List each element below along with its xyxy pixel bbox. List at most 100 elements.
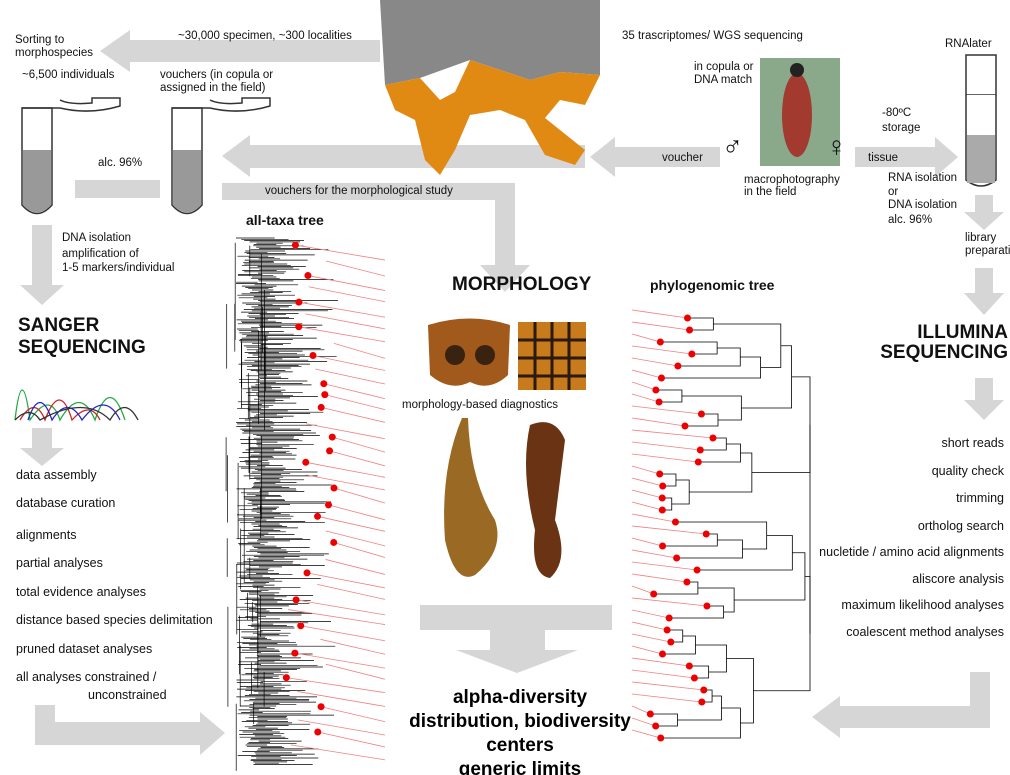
- tree-part: [666, 615, 673, 622]
- arrow: [222, 135, 585, 177]
- tree-part: [306, 475, 385, 490]
- tree-part: [318, 404, 325, 411]
- tree-part: [318, 516, 385, 531]
- label: data assembly: [16, 469, 97, 482]
- tree-part: [632, 310, 688, 318]
- tree-part: [660, 342, 717, 354]
- tree-part: [632, 598, 707, 606]
- tree-part: [291, 650, 298, 657]
- tree-part: [307, 573, 385, 588]
- tree-part: [632, 574, 687, 582]
- tree-part: [325, 501, 332, 508]
- tree-part: [686, 327, 693, 334]
- tree-part: [726, 659, 753, 724]
- tree-part: [295, 323, 302, 330]
- tree-part: [293, 596, 300, 603]
- tree-part: [632, 538, 663, 546]
- arrow: [420, 605, 612, 673]
- tree-part: [697, 536, 792, 571]
- tree-part: [656, 471, 663, 478]
- label: maximum likelihood analyses: [841, 599, 1004, 612]
- heading: SEQUENCING: [18, 337, 146, 359]
- tree-part: [658, 375, 665, 382]
- label: unconstrained: [88, 689, 167, 702]
- tree-part: [283, 674, 290, 681]
- tree-part: [672, 480, 689, 504]
- label: total evidence analyses: [16, 586, 146, 599]
- label: in the field: [744, 186, 796, 199]
- tree-part: [659, 543, 666, 550]
- tree-part: [632, 406, 701, 414]
- tree-part: [632, 442, 700, 450]
- tree-part: [318, 703, 325, 710]
- tree-part: [741, 346, 791, 408]
- tree-part: [295, 299, 302, 306]
- label: quality check: [932, 465, 1004, 478]
- tree-part: [686, 663, 693, 670]
- tree-part: [673, 555, 680, 562]
- tree-part: [332, 437, 385, 452]
- tree-part: [306, 462, 385, 477]
- heading: SANGER: [18, 315, 99, 337]
- tree-part: [675, 522, 766, 549]
- tree-part: [632, 634, 671, 642]
- arrow: [964, 268, 1004, 315]
- tree-part: [304, 272, 311, 279]
- tree-part: [308, 276, 385, 291]
- tree-part: [700, 687, 707, 694]
- tree-part: [698, 444, 740, 462]
- label: generic limits: [380, 758, 660, 775]
- label: trimming: [956, 492, 1004, 505]
- tree-part: [632, 658, 689, 666]
- label: DNA isolation: [888, 199, 957, 212]
- tree-part: [650, 591, 657, 598]
- label: ortholog search: [918, 520, 1004, 533]
- tree-part: [330, 539, 337, 546]
- arrow: [964, 195, 1004, 230]
- tree-part: [632, 430, 713, 438]
- arrow: [20, 428, 64, 466]
- tree-part: [326, 447, 333, 454]
- tree-part: [632, 322, 690, 330]
- tree-part: [681, 423, 688, 430]
- tree-part: [684, 315, 691, 322]
- label: morphology-based diagnostics: [402, 399, 558, 412]
- chromatogram: [15, 390, 138, 420]
- label: preparation: [965, 245, 1010, 258]
- tree-part: [632, 394, 659, 402]
- label: distribution, biodiversity centers: [380, 710, 660, 758]
- tree-part: [314, 728, 321, 735]
- label: vouchers (in copula or: [160, 69, 273, 82]
- tree-part: [320, 639, 385, 654]
- tree-part: [632, 454, 698, 462]
- tree-part: [661, 708, 741, 738]
- tree-part: [632, 550, 677, 558]
- tree-part: [305, 314, 385, 329]
- arrow: [20, 225, 64, 305]
- tree-part: [291, 745, 385, 760]
- label: in copula or: [694, 61, 753, 74]
- tree-part: [688, 351, 695, 358]
- heading: MORPHOLOGY: [452, 274, 591, 296]
- tree-part: [321, 407, 385, 422]
- tree-part: [632, 562, 697, 570]
- tree-part: [683, 579, 690, 586]
- tree-part: [331, 485, 338, 492]
- tree-part: [677, 540, 743, 558]
- tree-part: [632, 670, 694, 678]
- tree-part: [632, 466, 660, 474]
- tree-part: [297, 691, 385, 706]
- heading: ILLUMINA: [917, 322, 1008, 344]
- tree-part: [632, 490, 662, 498]
- symbol: ♂: [722, 133, 743, 161]
- tree-part: [318, 732, 385, 747]
- tree-part: [678, 348, 740, 366]
- tree-part: [632, 610, 669, 618]
- label: coalescent method analyses: [846, 626, 1004, 639]
- tree-part: [713, 324, 780, 368]
- tree-part: [632, 502, 662, 510]
- tree-part: [334, 343, 385, 358]
- tree-part: [659, 507, 666, 514]
- label: distance based species delimitation: [16, 614, 213, 627]
- tree-part: [632, 514, 675, 522]
